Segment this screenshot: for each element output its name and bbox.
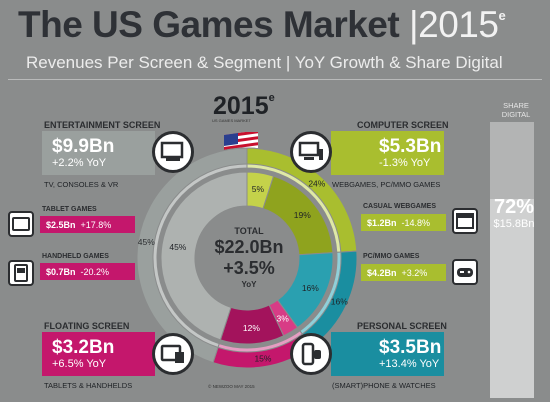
computer-icon — [290, 131, 332, 173]
inner-ring-label-0: 5% — [252, 184, 265, 194]
pcmmo-growth: +3.2% — [401, 267, 428, 278]
inner-ring-label-3: 3% — [276, 313, 289, 323]
share-digital-value: $15.8Bn — [493, 218, 535, 230]
share-digital-header: SHARE DIGITAL — [501, 101, 531, 119]
gamepad-icon — [452, 259, 478, 285]
floating-growth: +6.5% YoY — [52, 357, 107, 370]
handheld-box: $0.7Bn -20.2% — [40, 263, 135, 280]
computer-box: $5.3Bn -1.3% YoY — [331, 131, 444, 175]
total-label: TOTAL — [234, 226, 264, 236]
share-digital-nondigital-fill — [490, 122, 534, 199]
total-value: $22.0Bn — [214, 237, 284, 257]
computer-growth: -1.3% YoY — [379, 156, 431, 169]
casual-value: $1.2Bn — [367, 217, 397, 228]
donut-center — [195, 206, 299, 310]
tablet-handheld-icon — [152, 333, 194, 375]
personal-growth: +13.4% YoY — [379, 357, 440, 370]
computer-desc: WEBGAMES, PC/MMO GAMES — [332, 180, 441, 189]
copyright: © NEWZOO MAY 2015 — [208, 384, 255, 389]
tablet-value: $2.5Bn — [46, 219, 76, 230]
floating-value: $3.2Bn — [52, 336, 115, 358]
casual-box: $1.2Bn -14.8% — [361, 214, 446, 231]
pcmmo-box: $4.2Bn +3.2% — [361, 264, 446, 281]
tablet-header: TABLET GAMES — [42, 206, 97, 213]
entertainment-box: $9.9Bn +2.2% YoY — [42, 131, 155, 175]
main-title: The US Games Market |2015e — [18, 4, 506, 45]
personal-header: PERSONAL SCREEN — [357, 321, 447, 331]
subtitle: Revenues Per Screen & Segment | YoY Grow… — [26, 53, 503, 72]
casual-header: CASUAL WEBGAMES — [363, 203, 436, 210]
inner-ring-label-4: 12% — [243, 323, 260, 333]
computer-header: COMPUTER SCREEN — [357, 120, 449, 130]
outer-ring-label-3: 45% — [138, 237, 155, 247]
personal-value: $3.5Bn — [379, 336, 442, 358]
personal-desc: (SMART)PHONE & WATCHES — [332, 381, 436, 390]
outer-ring-label-0: 24% — [308, 179, 325, 189]
computer-value: $5.3Bn — [379, 135, 442, 157]
outer-ring-slice-3 — [136, 147, 248, 364]
handheld-value: $0.7Bn — [46, 266, 76, 277]
outer-ring-label-1: 16% — [331, 296, 348, 306]
share-digital-pct: 72% — [493, 196, 535, 218]
handheld-icon — [8, 260, 34, 286]
chart-tiny-label: US GAMES MARKET — [212, 118, 251, 123]
browser-icon — [452, 208, 478, 234]
entertainment-desc: TV, CONSOLES & VR — [44, 180, 119, 189]
entertainment-value: $9.9Bn — [52, 135, 115, 157]
tablet-icon — [8, 211, 34, 237]
inner-ring-label-5: 45% — [169, 242, 186, 252]
entertainment-growth: +2.2% YoY — [52, 156, 107, 169]
total-growth: +3.5% — [223, 258, 275, 278]
phone-icon — [290, 333, 332, 375]
total-growth-label: YoY — [241, 280, 257, 289]
tablet-growth: +17.8% — [80, 219, 112, 230]
tv-icon — [152, 131, 194, 173]
outer-ring-label-2: 15% — [254, 354, 271, 364]
inner-ring-label-2: 16% — [302, 283, 319, 293]
title-divider — [8, 79, 542, 80]
pcmmo-value: $4.2Bn — [367, 267, 397, 278]
tablet-box: $2.5Bn +17.8% — [40, 216, 135, 233]
personal-box: $3.5Bn +13.4% YoY — [331, 332, 444, 376]
floating-desc: TABLETS & HANDHELDS — [44, 381, 133, 390]
entertainment-header: ENTERTAINMENT SCREEN — [44, 120, 161, 130]
handheld-header: HANDHELD GAMES — [42, 253, 109, 260]
inner-ring-label-1: 19% — [294, 210, 311, 220]
chart-year: 2015e — [213, 92, 275, 120]
pcmmo-header: PC/MMO GAMES — [363, 253, 420, 260]
casual-growth: -14.8% — [401, 217, 431, 228]
floating-box: $3.2Bn +6.5% YoY — [42, 332, 155, 376]
floating-header: FLOATING SCREEN — [44, 321, 130, 331]
handheld-growth: -20.2% — [80, 266, 110, 277]
